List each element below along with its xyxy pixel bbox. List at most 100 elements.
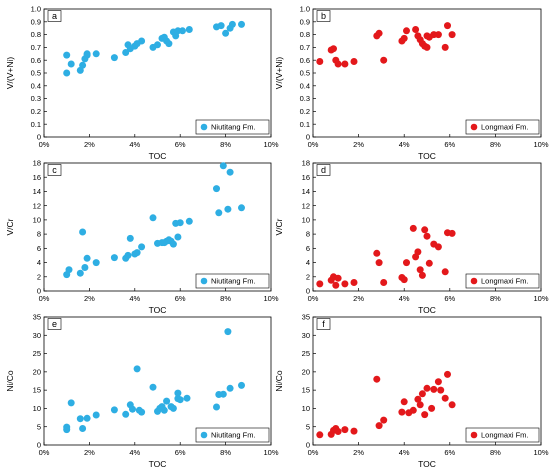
x-tick-label: 2% <box>353 140 364 149</box>
panel-label: e <box>52 319 57 329</box>
x-tick-label: 2% <box>84 448 95 457</box>
y-tick-label: 0.3 <box>31 94 41 103</box>
data-point <box>380 416 388 424</box>
y-axis-label: V/Cr <box>274 218 284 235</box>
x-tick-label: 6% <box>444 294 455 303</box>
x-axis-label: TOC <box>149 459 167 469</box>
x-tick-label: 4% <box>399 140 410 149</box>
data-point <box>444 370 451 378</box>
y-tick-label: 8 <box>37 230 41 239</box>
data-point <box>412 26 420 33</box>
data-point <box>138 37 146 45</box>
panel-d: 0 2 4 6 8 10 12 14 16 18 0% 2% 4% 6% 8% 10% TOC V/Cr d Long… <box>274 159 549 315</box>
x-axis-label: TOC <box>149 305 167 315</box>
panel-label: c <box>52 165 57 175</box>
data-point <box>416 401 424 409</box>
legend-box <box>195 427 270 443</box>
legend-marker <box>470 123 478 131</box>
data-point <box>409 406 417 414</box>
data-point <box>179 27 186 35</box>
y-tick-label: 0 <box>306 133 310 142</box>
data-point <box>228 20 236 28</box>
data-point <box>421 226 429 234</box>
y-tick-label: 10 <box>33 404 41 413</box>
y-tick-label: 35 <box>33 313 41 322</box>
x-tick-label: 0% <box>308 140 319 149</box>
data-point <box>409 224 417 232</box>
data-point <box>138 243 146 251</box>
legend-label: Longmaxi Fm. <box>481 431 529 440</box>
panel-f: 0 5 10 15 20 25 30 35 0% 2% 4% 6% 8% 10% TOC Ni/Co f Long… <box>274 313 549 469</box>
y-tick-label: 20 <box>33 367 41 376</box>
y-tick-label: 20 <box>302 367 310 376</box>
x-tick-label: 8% <box>220 140 231 149</box>
data-point <box>238 381 245 389</box>
y-tick-label: 1.0 <box>300 5 310 14</box>
x-tick-label: 4% <box>129 294 140 303</box>
data-point <box>176 219 184 227</box>
data-point <box>165 40 173 48</box>
x-tick-label: 8% <box>490 448 501 457</box>
data-point <box>76 269 84 277</box>
data-point <box>403 27 410 35</box>
panel-label: f <box>322 319 325 329</box>
legend-box <box>465 119 540 135</box>
data-point <box>441 268 449 276</box>
y-tick-label: 0.4 <box>300 81 310 90</box>
y-tick-label: 0.8 <box>31 30 41 39</box>
y-tick-label: 0.5 <box>31 69 41 78</box>
data-point <box>341 280 349 288</box>
y-tick-label: 0 <box>37 133 41 142</box>
data-point <box>373 375 381 383</box>
plot-frame <box>312 316 542 446</box>
y-tick-label: 15 <box>302 386 310 395</box>
data-point <box>185 26 193 33</box>
data-point <box>149 383 157 391</box>
legend-box <box>465 273 540 289</box>
y-tick-label: 0.2 <box>300 107 310 116</box>
panel-label-box <box>47 10 62 22</box>
x-tick-label: 6% <box>175 140 186 149</box>
data-point <box>226 384 234 392</box>
y-tick-label: 25 <box>302 349 310 358</box>
y-tick-label: 10 <box>33 215 41 224</box>
x-tick-label: 0% <box>308 448 319 457</box>
data-point <box>316 431 324 439</box>
data-point <box>421 411 429 419</box>
data-point <box>380 56 388 64</box>
data-point <box>400 398 408 406</box>
y-tick-label: 8 <box>306 230 310 239</box>
x-tick-label: 10% <box>263 140 278 149</box>
data-point <box>224 205 232 213</box>
y-tick-label: 0.4 <box>31 81 41 90</box>
data-point <box>437 386 445 394</box>
data-point <box>169 240 177 248</box>
y-tick-label: 14 <box>302 187 310 196</box>
panel-label-box <box>316 10 331 22</box>
data-point <box>375 422 383 430</box>
data-point <box>423 232 431 240</box>
y-tick-label: 0.8 <box>300 30 310 39</box>
y-tick-label: 0.5 <box>300 69 310 78</box>
y-tick-label: 16 <box>33 173 41 182</box>
legend-label: Longmaxi Fm. <box>481 123 529 132</box>
x-tick-label: 8% <box>220 294 231 303</box>
data-point <box>92 411 100 419</box>
data-point <box>380 279 388 286</box>
data-point <box>163 397 171 405</box>
data-point <box>110 254 118 262</box>
data-point <box>226 168 234 176</box>
data-point <box>149 214 157 222</box>
data-point <box>434 378 442 386</box>
data-point <box>185 217 193 225</box>
data-point <box>448 229 456 237</box>
x-tick-label: 10% <box>263 294 278 303</box>
legend-label: Niutitang Fm. <box>211 123 256 132</box>
data-point <box>448 401 456 409</box>
legend-marker <box>200 431 208 439</box>
data-point <box>441 394 449 402</box>
data-point <box>81 264 89 271</box>
data-point <box>133 365 141 373</box>
data-point <box>441 43 449 51</box>
data-point <box>350 279 358 286</box>
